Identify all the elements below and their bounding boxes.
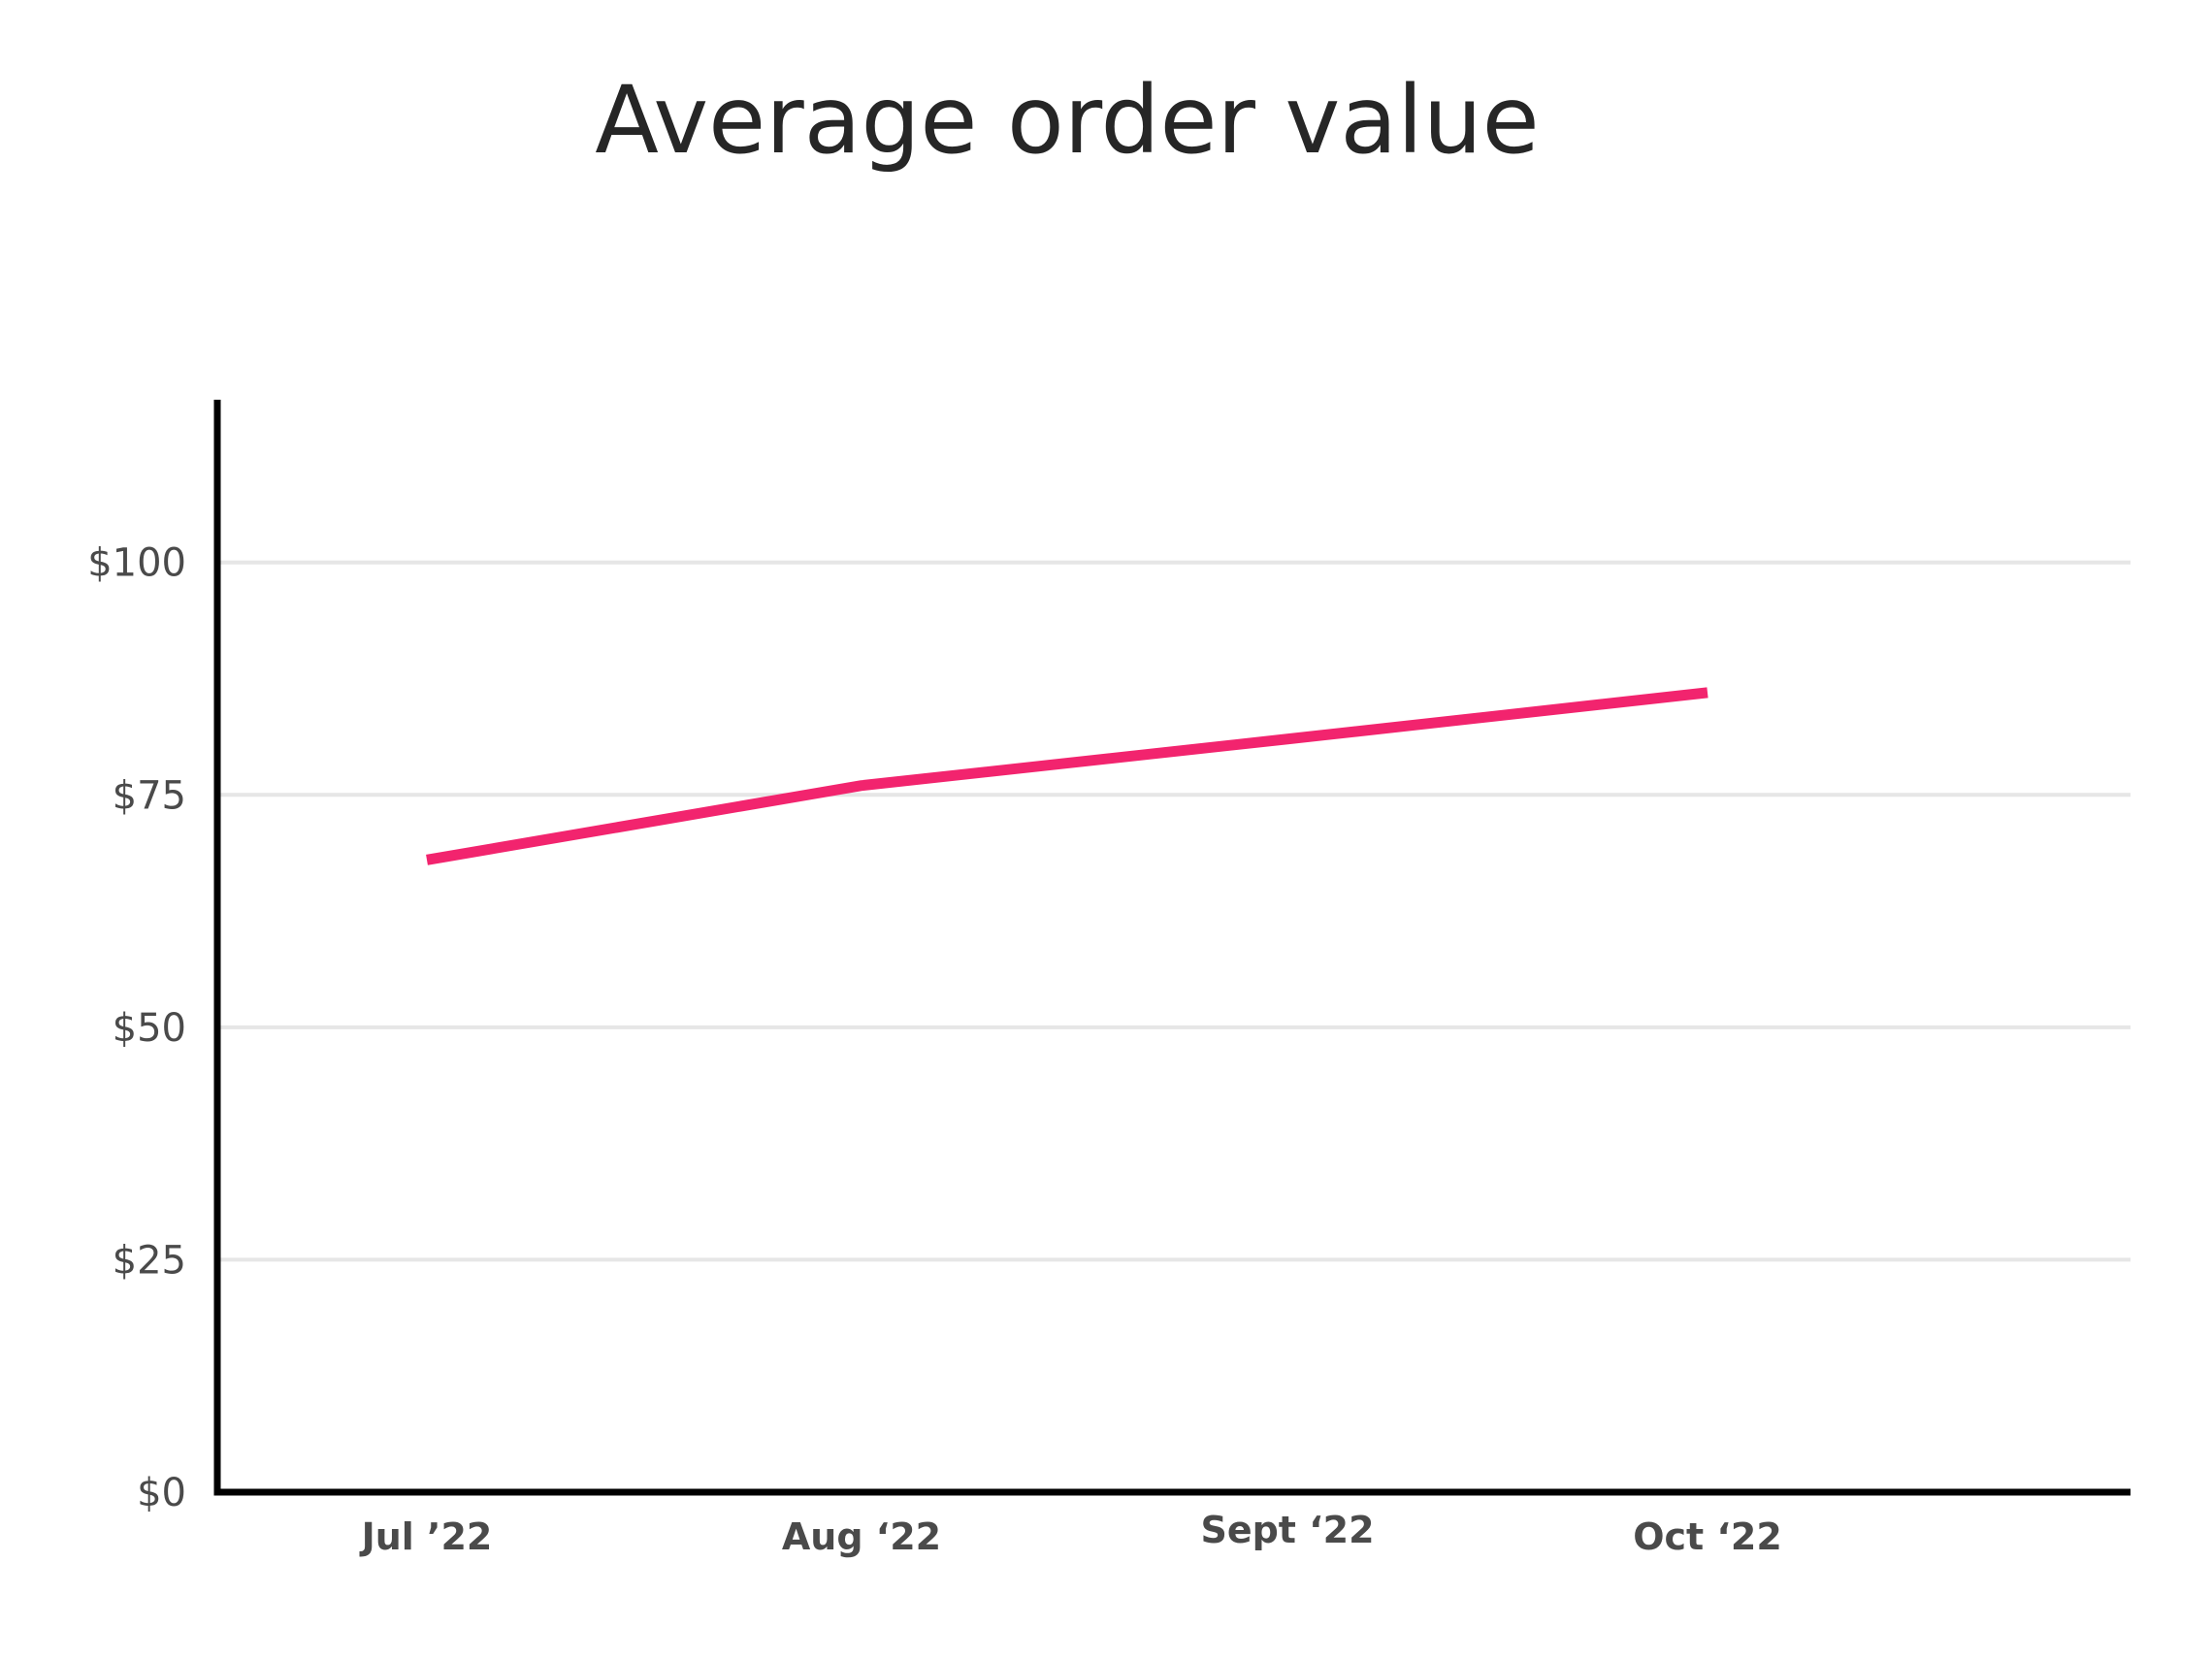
- x-tick-label: Jul ’22: [359, 1515, 493, 1558]
- x-axis-tick-labels: Jul ’22 Aug ‘22 Sept ‘22 Oct ‘22: [359, 1509, 1782, 1558]
- y-axis-tick-labels: $0 $25 $50 $75 $100: [87, 541, 186, 1515]
- y-tick-label: $25: [113, 1238, 186, 1283]
- y-tick-label: $50: [113, 1006, 186, 1051]
- axes: [213, 400, 2131, 1496]
- series-lines: [426, 687, 1708, 865]
- y-tick-label: $75: [113, 773, 186, 818]
- chart-title: Average order value: [595, 66, 1539, 175]
- x-tick-label: Sept ‘22: [1200, 1509, 1374, 1551]
- y-tick-label: $100: [87, 541, 186, 586]
- gridlines: [217, 560, 2131, 1262]
- x-tick-label: Aug ‘22: [782, 1515, 941, 1558]
- y-tick-label: $0: [137, 1471, 186, 1515]
- x-tick-label: Oct ‘22: [1633, 1515, 1782, 1558]
- series-line: [426, 687, 1708, 865]
